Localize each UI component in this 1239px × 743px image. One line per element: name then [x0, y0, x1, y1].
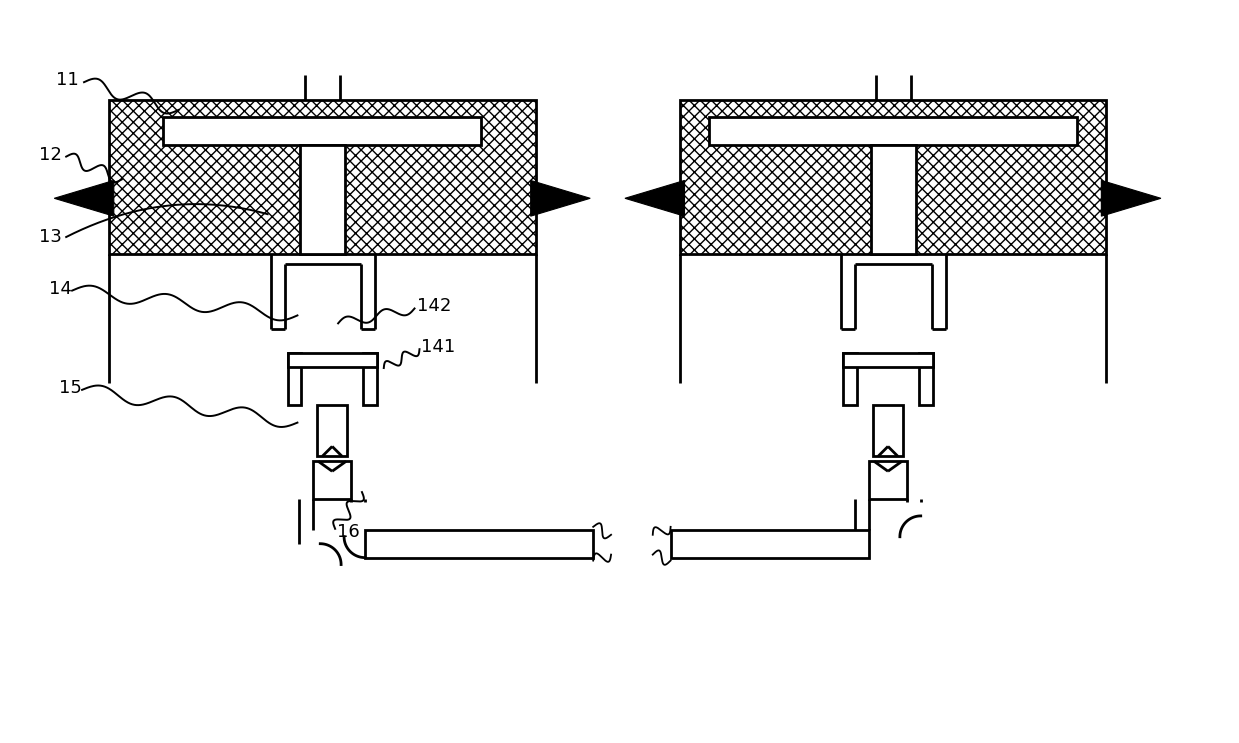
Bar	[109, 100, 535, 254]
Polygon shape	[55, 181, 114, 216]
Bar	[919, 353, 933, 405]
Bar	[844, 353, 933, 367]
Bar	[366, 530, 593, 557]
Bar	[844, 353, 857, 405]
Bar	[287, 353, 377, 367]
Bar	[670, 530, 869, 557]
Bar	[679, 100, 1106, 254]
Text: 141: 141	[421, 338, 456, 356]
Bar	[164, 117, 481, 145]
Text: 13: 13	[40, 228, 62, 246]
Text: 142: 142	[416, 297, 451, 316]
Bar	[313, 461, 351, 499]
Polygon shape	[1101, 181, 1161, 216]
Bar	[871, 145, 916, 254]
Bar	[869, 461, 907, 499]
Text: 14: 14	[50, 279, 72, 298]
Text: 15: 15	[59, 379, 82, 397]
Text: 11: 11	[56, 71, 79, 89]
Polygon shape	[624, 181, 684, 216]
Bar	[300, 145, 346, 254]
Bar	[363, 353, 377, 405]
Polygon shape	[530, 181, 590, 216]
Bar	[317, 405, 347, 456]
Bar	[873, 405, 903, 456]
Text: 16: 16	[337, 523, 359, 541]
Bar	[287, 353, 301, 405]
Bar	[709, 117, 1077, 145]
Text: 12: 12	[40, 146, 62, 163]
